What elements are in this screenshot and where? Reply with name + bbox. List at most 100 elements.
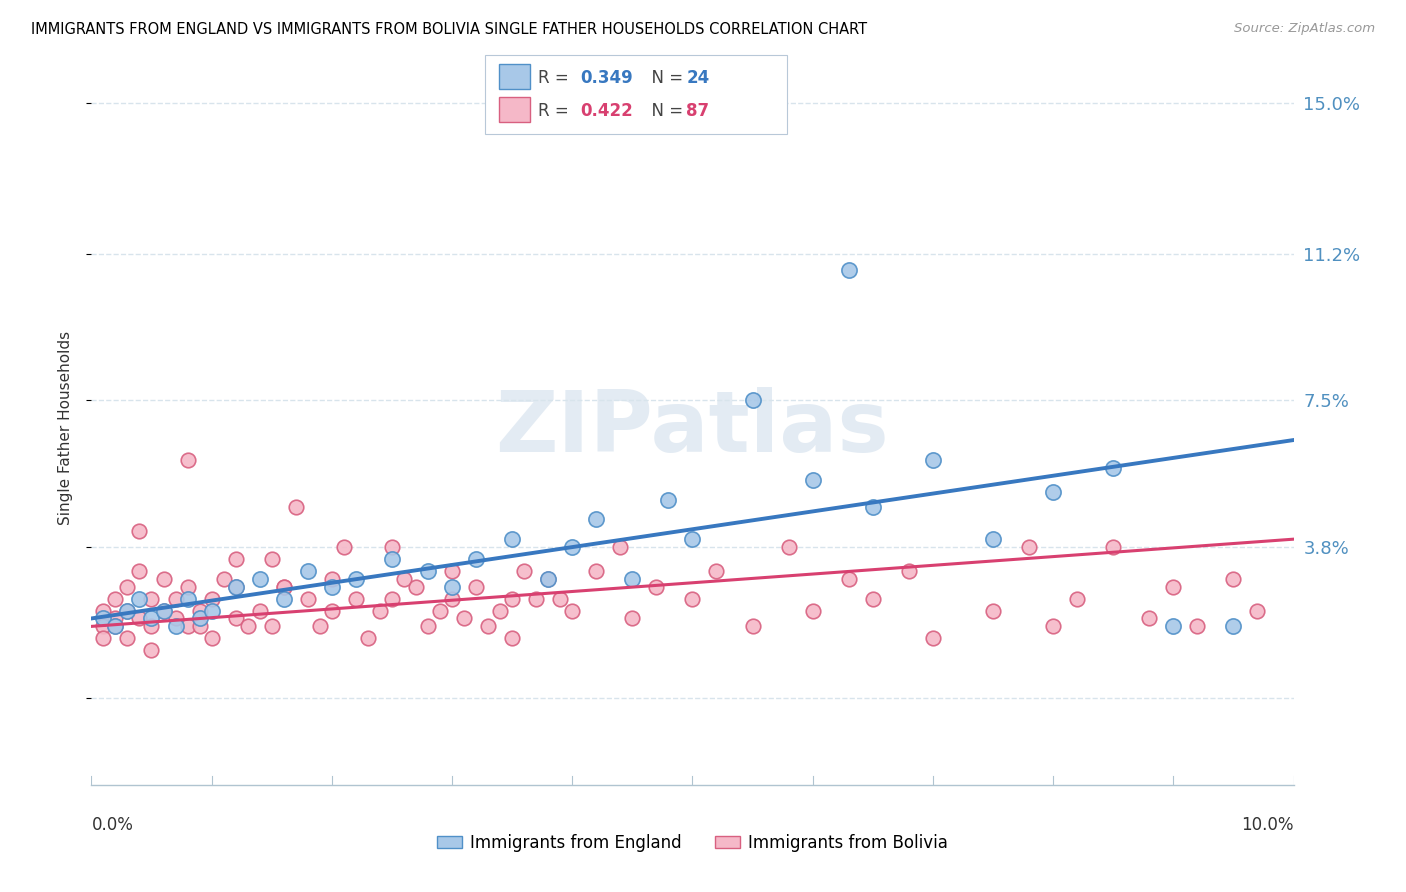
Point (416, 619, 439, 633)
Point (297, 591, 319, 606)
Point (249, 603, 271, 617)
Text: N =: N = (641, 69, 689, 87)
Point (405, 580, 427, 594)
Point (141, 611, 163, 625)
Point (104, 611, 127, 625)
Point (128, 611, 150, 625)
Point (128, 591, 150, 606)
Point (585, 512, 607, 526)
Point (838, 262, 860, 277)
Point (93, 611, 115, 625)
Point (465, 552, 488, 566)
Text: 0.422: 0.422 (581, 102, 634, 120)
Point (501, 532, 523, 546)
Text: IMMIGRANTS FROM ENGLAND VS IMMIGRANTS FROM BOLIVIA SINGLE FATHER HOUSEHOLDS CORR: IMMIGRANTS FROM ENGLAND VS IMMIGRANTS FR… (31, 22, 868, 37)
Point (188, 603, 211, 617)
Point (225, 611, 247, 625)
Point (225, 580, 247, 594)
Point (922, 453, 945, 467)
Point (1222, 619, 1244, 633)
Point (152, 603, 174, 617)
Point (104, 619, 127, 633)
Point (117, 603, 139, 617)
Text: ZIPatlas: ZIPatlas (495, 386, 890, 470)
Point (609, 540, 631, 554)
Point (681, 532, 703, 546)
Point (176, 619, 198, 633)
Point (321, 603, 343, 617)
Point (344, 591, 367, 606)
Point (333, 540, 356, 554)
Point (621, 611, 644, 625)
Point (165, 591, 187, 606)
Point (477, 619, 499, 633)
Point (465, 580, 488, 594)
Point (1137, 611, 1160, 625)
Point (321, 572, 343, 586)
Point (706, 564, 728, 578)
Point (273, 580, 295, 594)
Point (1187, 619, 1209, 633)
Point (188, 619, 211, 633)
Point (357, 632, 380, 646)
Point (1222, 572, 1244, 586)
Point (645, 580, 668, 594)
Text: 87: 87 (686, 102, 709, 120)
Point (778, 540, 800, 554)
Point (838, 572, 860, 586)
Point (381, 552, 404, 566)
Point (117, 580, 139, 594)
Point (165, 611, 187, 625)
Point (585, 564, 607, 578)
Text: 0.349: 0.349 (581, 69, 634, 87)
Point (1042, 619, 1064, 633)
Point (561, 540, 583, 554)
Point (225, 580, 247, 594)
Text: N =: N = (641, 102, 689, 120)
Point (1018, 540, 1040, 554)
Point (1246, 603, 1268, 617)
Point (681, 591, 703, 606)
Point (537, 572, 560, 586)
Point (981, 532, 1004, 546)
Point (176, 580, 198, 594)
Y-axis label: Single Father Households: Single Father Households (58, 331, 73, 525)
Point (862, 591, 884, 606)
Point (260, 552, 283, 566)
Point (524, 591, 547, 606)
Point (321, 580, 343, 594)
Point (537, 572, 560, 586)
Point (201, 591, 224, 606)
Text: 10.0%: 10.0% (1241, 816, 1294, 834)
Point (416, 564, 439, 578)
Point (273, 591, 295, 606)
Point (93, 603, 115, 617)
Point (1042, 484, 1064, 499)
Point (440, 580, 463, 594)
Point (501, 591, 523, 606)
Point (1161, 580, 1184, 594)
Point (128, 564, 150, 578)
Point (249, 572, 271, 586)
Text: R =: R = (538, 69, 575, 87)
Point (801, 473, 824, 487)
Point (104, 619, 127, 633)
Point (381, 591, 404, 606)
Point (897, 564, 920, 578)
Point (165, 619, 187, 633)
Text: R =: R = (538, 102, 575, 120)
Point (104, 591, 127, 606)
Point (501, 632, 523, 646)
Point (453, 611, 475, 625)
Point (368, 603, 391, 617)
Point (117, 603, 139, 617)
Point (284, 500, 307, 515)
Point (344, 572, 367, 586)
Point (561, 603, 583, 617)
Point (201, 632, 224, 646)
Point (1066, 591, 1088, 606)
Point (1102, 460, 1125, 475)
Point (236, 619, 259, 633)
Point (93, 619, 115, 633)
Point (741, 393, 763, 408)
